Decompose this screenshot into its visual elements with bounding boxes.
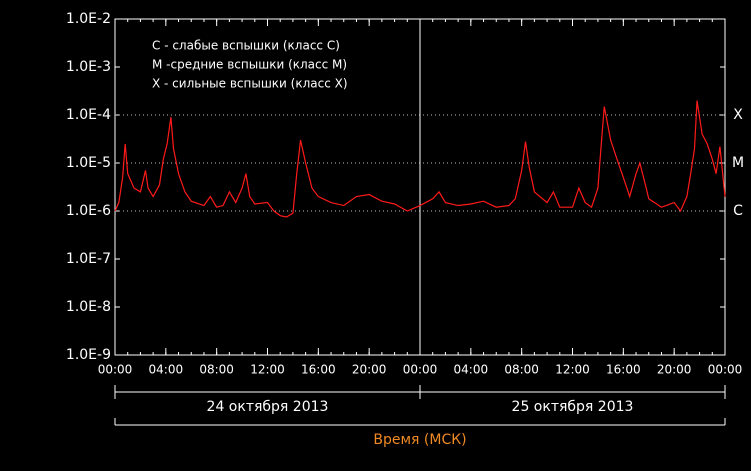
y-tick-label: 1.0E-4 bbox=[66, 107, 111, 123]
legend-text: X - сильные вспышки (класс X) bbox=[152, 77, 348, 91]
y-tick-label: 1.0E-3 bbox=[66, 59, 111, 75]
x-axis-title: Время (МСК) bbox=[373, 432, 466, 448]
x-tick-label: 12:00 bbox=[555, 363, 590, 377]
x-tick-label: 16:00 bbox=[606, 363, 641, 377]
class-level-label: X bbox=[733, 107, 743, 123]
x-tick-label: 08:00 bbox=[504, 363, 539, 377]
x-tick-label: 04:00 bbox=[454, 363, 489, 377]
legend-text: C - слабые вспышки (класс C) bbox=[152, 39, 340, 53]
class-level-label: C bbox=[733, 203, 743, 219]
y-tick-label: 1.0E-7 bbox=[66, 251, 111, 267]
x-tick-label: 00:00 bbox=[98, 363, 133, 377]
class-level-label: M bbox=[732, 155, 744, 171]
y-tick-label: 1.0E-6 bbox=[66, 203, 111, 219]
legend-text: M -средние вспышки (класс M) bbox=[152, 58, 347, 72]
x-tick-label: 20:00 bbox=[352, 363, 387, 377]
date-label: 24 октября 2013 bbox=[207, 399, 329, 415]
x-tick-label: 00:00 bbox=[708, 363, 743, 377]
x-tick-label: 00:00 bbox=[403, 363, 438, 377]
y-tick-label: 1.0E-2 bbox=[66, 11, 111, 27]
x-tick-label: 16:00 bbox=[301, 363, 336, 377]
x-tick-label: 04:00 bbox=[149, 363, 184, 377]
legend: C - слабые вспышки (класс C) M -средние … bbox=[152, 39, 348, 91]
y-tick-label: 1.0E-8 bbox=[66, 299, 111, 315]
date-brackets bbox=[114, 385, 726, 426]
x-tick-label: 12:00 bbox=[250, 363, 285, 377]
flux-line bbox=[114, 100, 726, 218]
x-tick-label: 08:00 bbox=[199, 363, 234, 377]
date-label: 25 октября 2013 bbox=[512, 399, 634, 415]
x-tick-label: 20:00 bbox=[657, 363, 692, 377]
y-tick-label: 1.0E-9 bbox=[66, 347, 111, 363]
y-tick-label: 1.0E-5 bbox=[66, 155, 111, 171]
